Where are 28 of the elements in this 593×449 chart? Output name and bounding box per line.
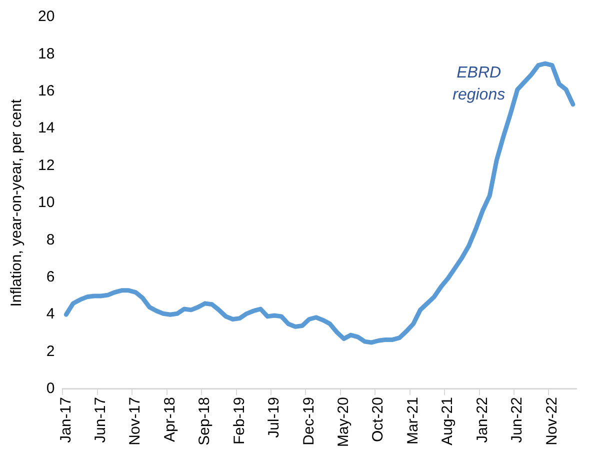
y-axis-title: Inflation, year-on-year, per cent (8, 98, 26, 307)
x-tick-label: Mar-21 (404, 396, 422, 444)
y-tick-label: 18 (38, 45, 55, 62)
x-tick-label: Apr-18 (161, 396, 178, 442)
x-tick-label: Oct-20 (370, 396, 387, 442)
y-tick-label: 2 (46, 342, 55, 360)
x-tick-label: Sep-18 (196, 396, 214, 446)
x-tick-label: Aug-21 (439, 396, 456, 446)
y-tick-label: 0 (46, 380, 55, 398)
y-tick-label: 12 (38, 156, 55, 174)
y-tick-label: 4 (46, 306, 55, 323)
y-tick-label: 6 (46, 268, 55, 286)
x-tick-label: Jun-22 (508, 396, 526, 443)
x-tick-label: Dec-19 (300, 396, 318, 446)
x-tick-label: Nov-22 (543, 396, 560, 446)
y-tick-label: 14 (38, 120, 55, 137)
y-tick-label: 10 (38, 194, 55, 212)
x-tick-label: Jan-17 (57, 396, 74, 443)
y-tick-label: 8 (46, 231, 55, 248)
x-tick-label: Feb-19 (230, 396, 248, 445)
x-tick-label: Jul-19 (266, 396, 283, 438)
x-tick-label: May-20 (335, 396, 352, 448)
x-tick-label: Nov-17 (126, 396, 144, 446)
x-tick-label: Jun-17 (92, 396, 110, 443)
x-tick-label: Jan-22 (474, 396, 491, 443)
annotation: EBRD regions (452, 64, 506, 104)
y-tick-label: 16 (38, 82, 55, 100)
y-tick-label: 20 (38, 8, 55, 26)
